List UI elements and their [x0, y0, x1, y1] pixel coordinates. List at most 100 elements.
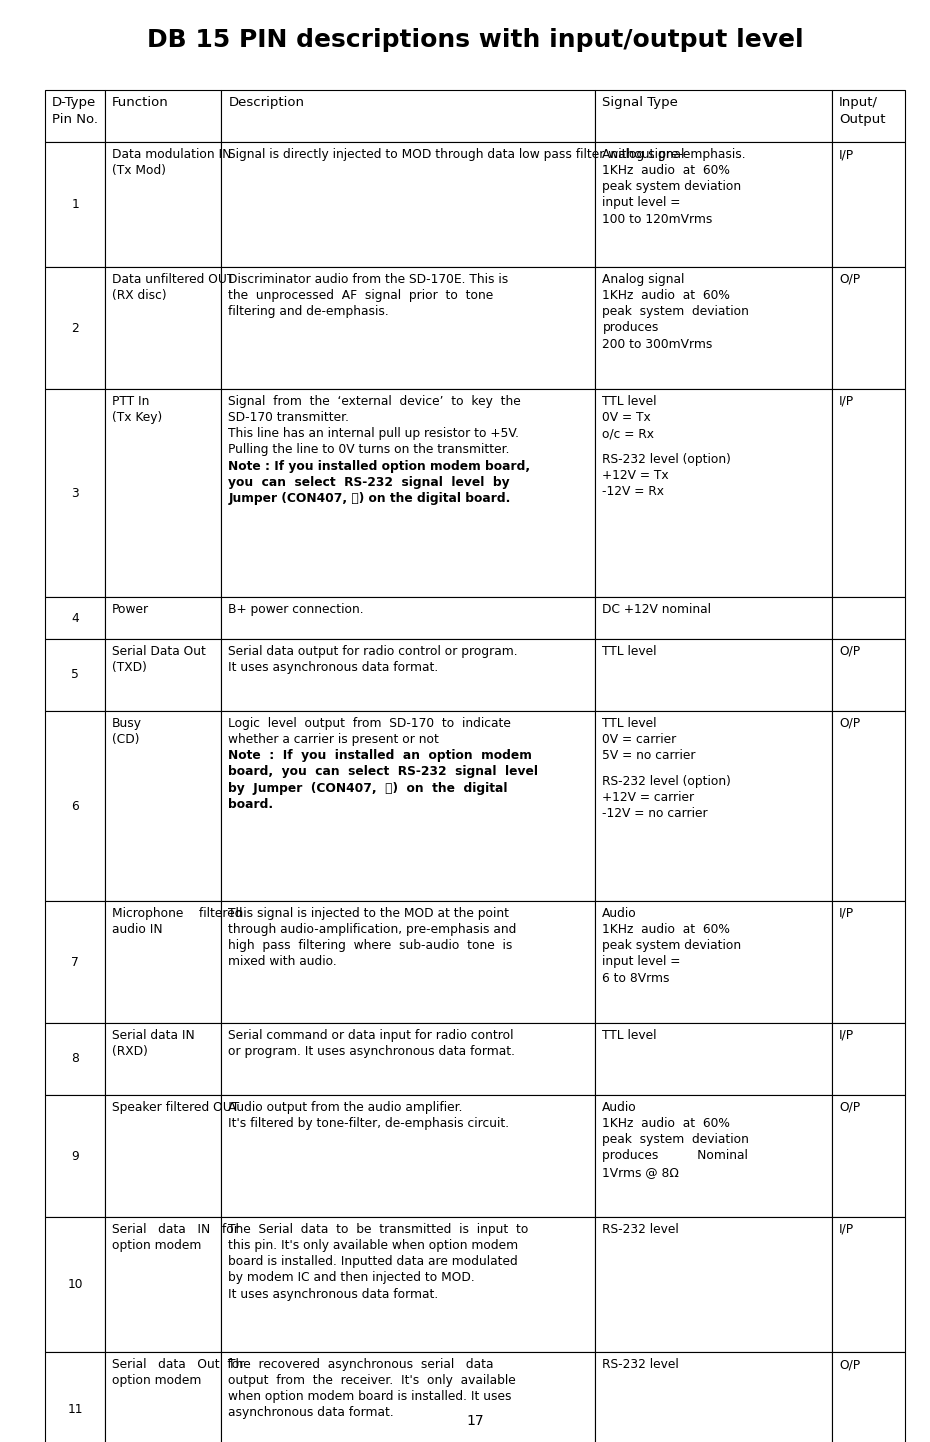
- Bar: [45, 141, 105, 267]
- Text: 3: 3: [72, 486, 79, 499]
- Text: high  pass  filtering  where  sub-audio  tone  is: high pass filtering where sub-audio tone…: [228, 939, 512, 952]
- Text: Note : If you installed option modem board,: Note : If you installed option modem boa…: [228, 460, 530, 473]
- Bar: [221, 639, 595, 711]
- Text: by modem IC and then injected to MOD.: by modem IC and then injected to MOD.: [228, 1272, 475, 1285]
- Bar: [221, 389, 595, 597]
- Text: 1KHz  audio  at  60%: 1KHz audio at 60%: [603, 1118, 730, 1131]
- Text: by  Jumper  (CON407,  ⓣ)  on  the  digital: by Jumper (CON407, ⓣ) on the digital: [228, 782, 508, 795]
- Text: I/P: I/P: [839, 1030, 854, 1043]
- Text: The  Serial  data  to  be  transmitted  is  input  to: The Serial data to be transmitted is inp…: [228, 1223, 528, 1236]
- Text: Serial   data   Out  for: Serial data Out for: [113, 1358, 245, 1371]
- Bar: [595, 711, 832, 901]
- Bar: [832, 711, 905, 901]
- Bar: [595, 1094, 832, 1217]
- Text: 11: 11: [67, 1403, 83, 1416]
- Text: SD-170 transmitter.: SD-170 transmitter.: [228, 411, 350, 424]
- Bar: [595, 597, 832, 639]
- Text: 7: 7: [72, 956, 79, 969]
- Text: Function: Function: [113, 97, 169, 110]
- Text: asynchronous data format.: asynchronous data format.: [228, 1406, 394, 1419]
- Text: 6 to 8Vrms: 6 to 8Vrms: [603, 972, 670, 985]
- Bar: [105, 389, 221, 597]
- Text: RS-232 level: RS-232 level: [603, 1358, 679, 1371]
- Text: through audio-amplification, pre-emphasis and: through audio-amplification, pre-emphasi…: [228, 923, 517, 936]
- Bar: [595, 141, 832, 267]
- Bar: [45, 267, 105, 389]
- Bar: [595, 267, 832, 389]
- Text: (RXD): (RXD): [113, 1045, 148, 1058]
- Bar: [45, 1022, 105, 1094]
- Bar: [221, 711, 595, 901]
- Text: mixed with audio.: mixed with audio.: [228, 956, 337, 969]
- Text: Audio output from the audio amplifier.: Audio output from the audio amplifier.: [228, 1102, 463, 1115]
- Text: DC +12V nominal: DC +12V nominal: [603, 603, 711, 616]
- Text: 0V = Tx: 0V = Tx: [603, 411, 651, 424]
- Text: board is installed. Inputted data are modulated: board is installed. Inputted data are mo…: [228, 1256, 518, 1269]
- Text: This signal is injected to the MOD at the point: This signal is injected to the MOD at th…: [228, 907, 510, 920]
- Text: 17: 17: [466, 1415, 484, 1428]
- Text: +12V = carrier: +12V = carrier: [603, 792, 695, 805]
- Text: this pin. It's only available when option modem: this pin. It's only available when optio…: [228, 1239, 518, 1252]
- Text: 1KHz  audio  at  60%: 1KHz audio at 60%: [603, 290, 730, 303]
- Text: 1KHz  audio  at  60%: 1KHz audio at 60%: [603, 923, 730, 936]
- Text: option modem: option modem: [113, 1239, 202, 1252]
- Text: RS-232 level (option): RS-232 level (option): [603, 776, 731, 789]
- Bar: [595, 1217, 832, 1353]
- Text: Serial   data   IN   for: Serial data IN for: [113, 1223, 239, 1236]
- Text: Signal is directly injected to MOD through data low pass filter without pre-emph: Signal is directly injected to MOD throu…: [228, 149, 746, 162]
- Text: Analog signal: Analog signal: [603, 273, 684, 286]
- Text: O/P: O/P: [839, 717, 860, 730]
- Bar: [221, 1094, 595, 1217]
- Text: I/P: I/P: [839, 395, 854, 408]
- Text: This line has an internal pull up resistor to +5V.: This line has an internal pull up resist…: [228, 427, 519, 440]
- Text: RS-232 level (option): RS-232 level (option): [603, 453, 731, 466]
- Text: Note  :  If  you  installed  an  option  modem: Note : If you installed an option modem: [228, 750, 532, 763]
- Text: (Tx Key): (Tx Key): [113, 411, 163, 424]
- Text: you  can  select  RS-232  signal  level  by: you can select RS-232 signal level by: [228, 476, 510, 489]
- Bar: [595, 1022, 832, 1094]
- Bar: [45, 389, 105, 597]
- Text: (CD): (CD): [113, 733, 140, 746]
- Text: Serial data IN: Serial data IN: [113, 1030, 195, 1043]
- Bar: [832, 639, 905, 711]
- Text: board,  you  can  select  RS-232  signal  level: board, you can select RS-232 signal leve…: [228, 766, 538, 779]
- Text: peak  system  deviation: peak system deviation: [603, 306, 750, 319]
- Text: input level =: input level =: [603, 196, 681, 209]
- Text: Signal Type: Signal Type: [603, 97, 678, 110]
- Bar: [105, 267, 221, 389]
- Bar: [221, 1353, 595, 1442]
- Bar: [595, 1353, 832, 1442]
- Text: 100 to 120mVrms: 100 to 120mVrms: [603, 212, 712, 225]
- Text: O/P: O/P: [839, 1358, 860, 1371]
- Text: I/P: I/P: [839, 907, 854, 920]
- Text: The  recovered  asynchronous  serial   data: The recovered asynchronous serial data: [228, 1358, 494, 1371]
- Text: TTL level: TTL level: [603, 645, 657, 658]
- Text: Data unfiltered OUT: Data unfiltered OUT: [113, 273, 234, 286]
- Text: peak  system  deviation: peak system deviation: [603, 1133, 750, 1146]
- Bar: [832, 267, 905, 389]
- Bar: [832, 1022, 905, 1094]
- Text: 6: 6: [72, 799, 79, 812]
- Bar: [45, 901, 105, 1022]
- Bar: [105, 1022, 221, 1094]
- Text: Discriminator audio from the SD-170E. This is: Discriminator audio from the SD-170E. Th…: [228, 273, 509, 286]
- Bar: [832, 1353, 905, 1442]
- Bar: [45, 639, 105, 711]
- Text: 5V = no carrier: 5V = no carrier: [603, 750, 696, 763]
- Text: Audio: Audio: [603, 1102, 637, 1115]
- Text: (TXD): (TXD): [113, 660, 147, 673]
- Bar: [45, 89, 105, 141]
- Text: Logic  level  output  from  SD-170  to  indicate: Logic level output from SD-170 to indica…: [228, 717, 512, 730]
- Bar: [105, 1094, 221, 1217]
- Bar: [105, 89, 221, 141]
- Text: TTL level: TTL level: [603, 717, 657, 730]
- Text: It's filtered by tone-filter, de-emphasis circuit.: It's filtered by tone-filter, de-emphasi…: [228, 1118, 510, 1131]
- Bar: [221, 1022, 595, 1094]
- Text: (Tx Mod): (Tx Mod): [113, 164, 166, 177]
- Text: input level =: input level =: [603, 956, 681, 969]
- Text: I/P: I/P: [839, 149, 854, 162]
- Bar: [832, 597, 905, 639]
- Text: Audio: Audio: [603, 907, 637, 920]
- Text: output  from  the  receiver.  It's  only  available: output from the receiver. It's only avai…: [228, 1374, 516, 1387]
- Text: Pulling the line to 0V turns on the transmitter.: Pulling the line to 0V turns on the tran…: [228, 443, 510, 457]
